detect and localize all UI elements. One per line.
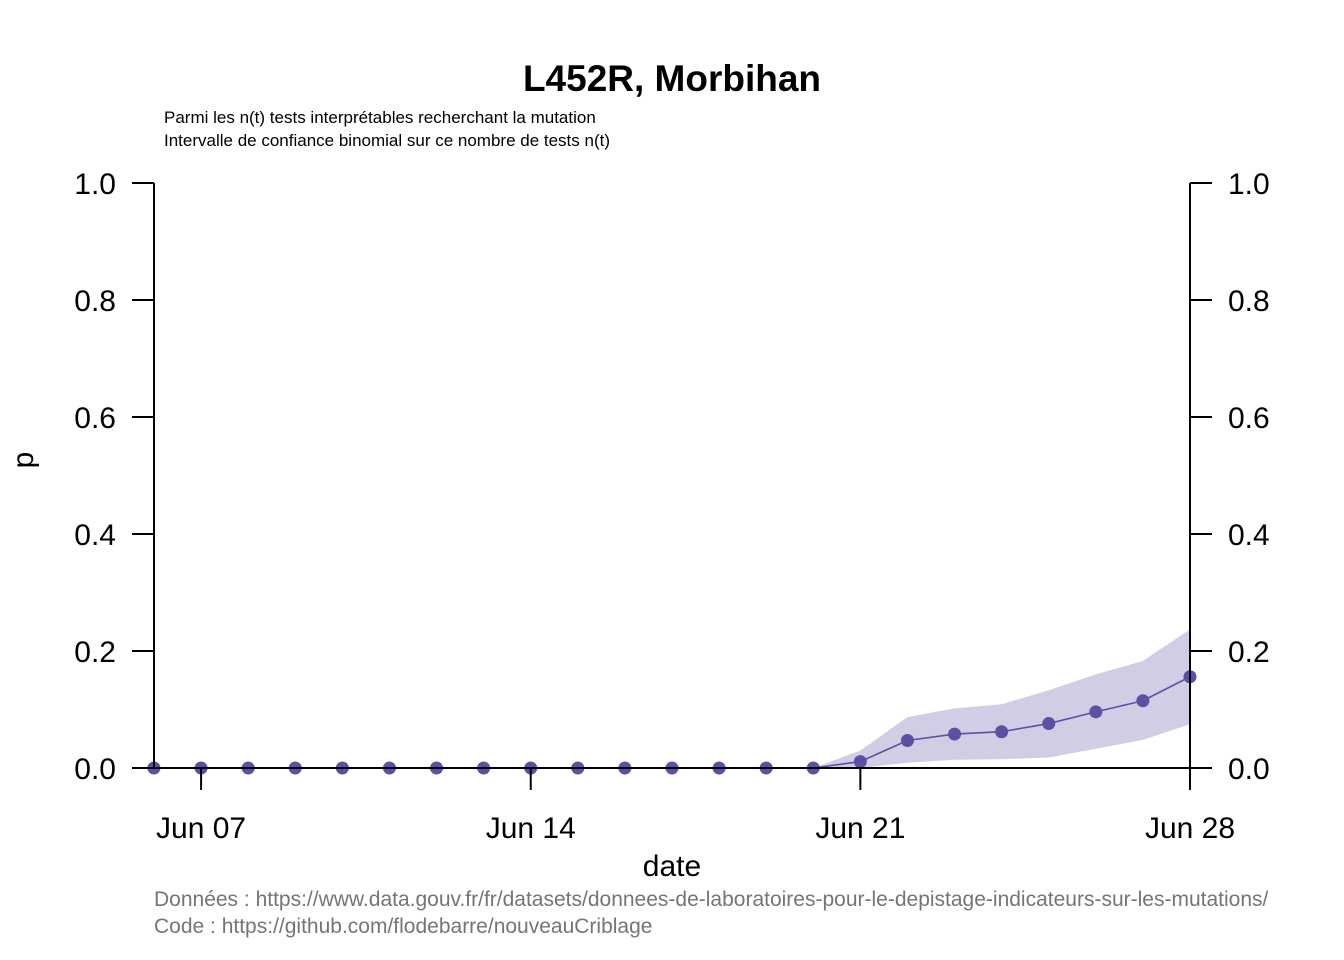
data-source-credit: Données : https://www.data.gouv.fr/fr/da… — [154, 888, 1268, 911]
y-tick-label-right: 1.0 — [1228, 168, 1270, 201]
y-tick-label-left: 1.0 — [74, 168, 116, 201]
y-tick-label-right: 0.8 — [1228, 285, 1270, 318]
y-tick-label-left: 0.6 — [74, 402, 116, 435]
chart-title: L452R, Morbihan — [523, 58, 821, 99]
data-point — [853, 755, 867, 769]
y-tick-label-right: 0.4 — [1228, 519, 1270, 552]
x-tick-label: Jun 14 — [486, 812, 576, 845]
plot-area — [147, 629, 1197, 775]
y-tick-label-right: 0.0 — [1228, 753, 1270, 786]
y-tick-label-left: 0.2 — [74, 636, 116, 669]
data-point — [1042, 717, 1056, 731]
y-tick-label-left: 0.8 — [74, 285, 116, 318]
axes: 0.0 0.0 0.2 0.2 0.4 0.4 0.6 0.6 0.8 0.8 1.0 1.0 Jun … — [74, 168, 1269, 845]
code-source-credit: Code : https://github.com/flodebarre/nou… — [154, 915, 652, 938]
y-tick-label-left: 0.0 — [74, 753, 116, 786]
chart-subtitle-line-1: Parmi les n(t) tests interprétables rech… — [164, 108, 596, 127]
data-point — [995, 725, 1009, 739]
x-axis-label: date — [643, 850, 701, 883]
y-tick-label-right: 0.6 — [1228, 402, 1270, 435]
x-tick-label: Jun 28 — [1145, 812, 1235, 845]
data-point — [1136, 694, 1150, 708]
y-tick-label-left: 0.4 — [74, 519, 116, 552]
chart-subtitle-line-2: Intervalle de confiance binomial sur ce … — [164, 131, 610, 150]
x-tick-label: Jun 07 — [156, 812, 246, 845]
x-tick-label: Jun 21 — [815, 812, 905, 845]
data-point — [1089, 705, 1103, 719]
confidence-band — [154, 629, 1190, 768]
data-point — [900, 734, 914, 748]
data-point — [948, 727, 962, 741]
y-tick-label-right: 0.2 — [1228, 636, 1270, 669]
y-axis-label: p — [7, 452, 40, 469]
